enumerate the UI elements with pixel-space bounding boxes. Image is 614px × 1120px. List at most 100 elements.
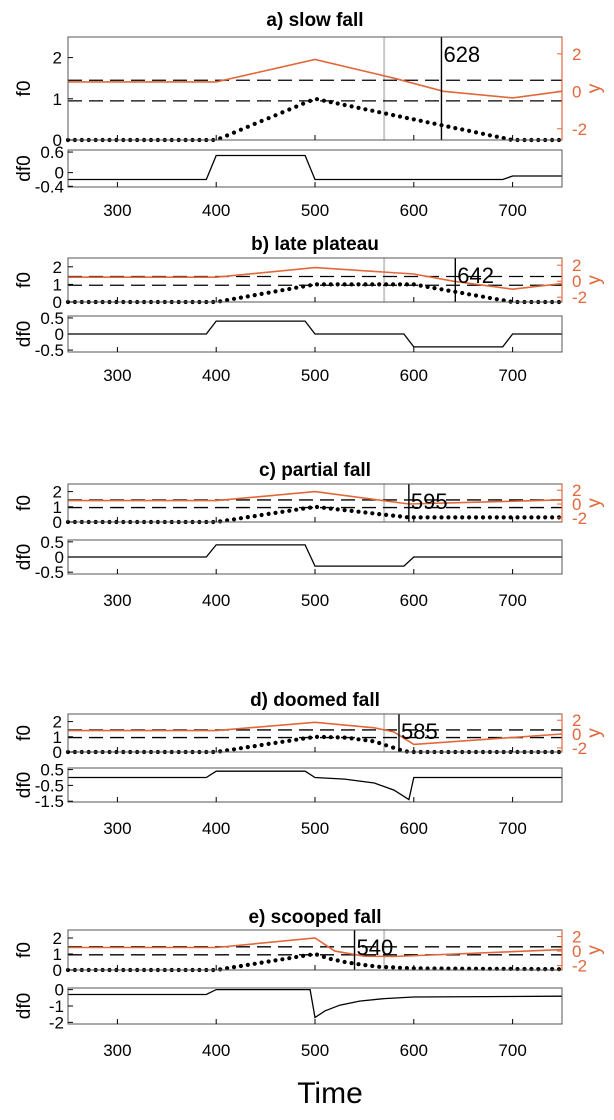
f0-point: [225, 133, 230, 138]
f0-point: [328, 506, 333, 511]
f0-point: [238, 516, 243, 521]
df0-tick-label: -0.4: [35, 177, 64, 196]
f0-axes-frame: [67, 713, 563, 753]
f0-point: [287, 107, 292, 112]
f0-point: [349, 104, 354, 109]
f0-axis-label: f0: [14, 272, 35, 288]
df0-tick-label: 0: [55, 325, 64, 344]
y-tick-label: 2: [572, 928, 581, 947]
f0-point: [280, 509, 285, 514]
f0-point: [480, 515, 486, 520]
f0-point: [266, 116, 271, 121]
f0-point: [363, 107, 368, 112]
f0-point: [501, 298, 506, 303]
f0-point: [439, 515, 444, 520]
f0-point: [487, 133, 492, 138]
f0-axes-frame: [67, 483, 563, 523]
f0-tick-label: 2: [53, 713, 62, 732]
f0-point: [314, 952, 320, 957]
f0-point: [259, 742, 264, 748]
f0-point: [252, 961, 257, 966]
x-tick-label: 700: [498, 366, 526, 385]
df0-tick-label: -0.5: [35, 341, 64, 360]
x-tick-label: 500: [301, 366, 329, 385]
f0-point: [411, 117, 416, 122]
f0-point: [467, 128, 472, 133]
x-tick-label: 500: [301, 819, 329, 838]
f0-point: [342, 959, 347, 965]
y-tick-label: -2: [572, 120, 587, 139]
f0-point: [314, 504, 320, 510]
panel-title: c) partial fall: [259, 460, 371, 481]
f0-point: [266, 290, 271, 295]
f0-point: [252, 293, 257, 298]
f0-point: [543, 967, 548, 972]
f0-point: [335, 507, 340, 512]
f0-point: [425, 120, 430, 125]
df0-series-line: [68, 320, 562, 348]
panel-title: e) scooped fall: [248, 907, 381, 928]
f0-point: [231, 965, 237, 970]
x-tick-label: 300: [103, 1041, 131, 1060]
f0-point: [363, 510, 368, 515]
f0-point: [356, 737, 361, 742]
f0-point: [280, 288, 285, 293]
f0-point: [231, 517, 237, 522]
f0-tick-label: 2: [53, 49, 62, 68]
df0-tick-label: -0.5: [35, 776, 64, 795]
f0-point: [391, 965, 396, 970]
f0-point: [245, 124, 250, 129]
f0-point: [266, 741, 271, 747]
f0-point: [259, 118, 264, 124]
f0-point: [342, 735, 347, 740]
f0-point: [259, 291, 264, 296]
df0-axis-label: df0: [14, 544, 35, 570]
f0-tick-label: 0: [53, 961, 62, 980]
f0-point: [287, 508, 292, 513]
f0-point: [328, 956, 333, 962]
f0-dotted-series: [65, 97, 562, 143]
df0-axes-frame: [67, 149, 563, 188]
x-tick-label: 600: [400, 201, 428, 220]
y-tick-label: 2: [572, 711, 581, 730]
f0-point: [473, 130, 479, 135]
f0-point: [252, 121, 257, 126]
y-tick-label: 0: [572, 495, 581, 514]
df0-tick-label: -2: [49, 1013, 64, 1032]
f0-point: [280, 739, 285, 744]
f0-tick-label: 1: [53, 275, 62, 294]
f0-tick-label: 2: [53, 929, 62, 948]
f0-point: [550, 967, 555, 972]
f0-point: [425, 284, 430, 289]
f0-point: [473, 293, 479, 298]
df0-axis-label: df0: [14, 155, 35, 181]
x-tick-label: 300: [103, 591, 131, 610]
f0-point: [349, 508, 354, 513]
f0-point: [238, 127, 243, 132]
y-tick-label: 0: [572, 725, 581, 744]
f0-point: [225, 298, 230, 303]
f0-point: [321, 98, 326, 103]
f0-point: [473, 515, 479, 520]
x-tick-label: 400: [202, 591, 230, 610]
f0-point: [294, 954, 299, 960]
f0-point: [446, 288, 451, 293]
f0-point: [335, 735, 340, 740]
f0-point: [321, 505, 326, 510]
x-axis-label: Time: [297, 1077, 363, 1110]
f0-point: [439, 287, 444, 292]
threshold-marker-label: 642: [457, 263, 494, 288]
f0-point: [404, 115, 409, 121]
f0-point: [245, 515, 250, 520]
x-tick-label: 600: [400, 1041, 428, 1060]
df0-axis-label: df0: [14, 321, 35, 347]
f0-point: [397, 282, 403, 287]
df0-tick-label: 0.5: [40, 309, 64, 328]
y-tick-label: -2: [572, 288, 587, 307]
f0-point: [453, 126, 458, 131]
f0-axis-label: f0: [14, 942, 35, 958]
df0-series-line: [68, 544, 562, 567]
f0-point: [391, 745, 396, 750]
f0-point: [363, 963, 368, 968]
